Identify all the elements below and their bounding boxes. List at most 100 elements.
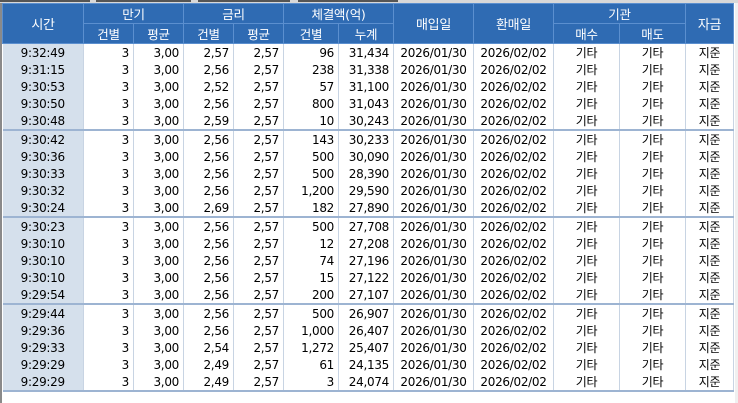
cell-rate-avg: 2,57: [233, 165, 284, 182]
col-sell[interactable]: 매도: [619, 23, 686, 44]
cell-buy-date: 2026/01/30: [393, 182, 474, 199]
table-row[interactable]: 9:30:50 3 3,00 2,56 2,57 800 31,043 2026/01/30 2…: [2, 95, 734, 112]
col-amount-each[interactable]: 건별: [283, 23, 339, 44]
table-row[interactable]: 9:32:49 3 3,00 2,57 2,57 96 31,434 2026/01/30 20…: [2, 43, 734, 61]
table-row[interactable]: 9:29:29 3 3,00 2,49 2,57 3 24,074 2026/01/30 202…: [2, 373, 734, 392]
cell-time: 9:29:36: [2, 322, 84, 339]
cell-rate-avg: 2,57: [233, 322, 284, 339]
table-row[interactable]: 9:30:10 3 3,00 2,56 2,57 15 27,122 2026/01/30 20…: [2, 269, 734, 286]
cell-seller: 기타: [619, 304, 686, 322]
cell-fund: 지준: [685, 182, 734, 199]
col-resell-date[interactable]: 환매일: [473, 3, 554, 44]
cell-buy-date: 2026/01/30: [393, 304, 474, 322]
cell-rate-each: 2,56: [183, 252, 234, 269]
cell-resell-date: 2026/02/02: [473, 95, 554, 112]
cell-buyer: 기타: [553, 61, 620, 78]
cell-resell-date: 2026/02/02: [473, 286, 554, 305]
table-row[interactable]: 9:30:33 3 3,00 2,56 2,57 500 28,390 2026/01/30 2…: [2, 165, 734, 182]
table-row[interactable]: 9:30:53 3 3,00 2,52 2,57 57 31,100 2026/01/30 20…: [2, 78, 734, 95]
col-rate-avg[interactable]: 평균: [233, 23, 284, 44]
cell-resell-date: 2026/02/02: [473, 356, 554, 373]
table-row[interactable]: 9:30:24 3 3,00 2,69 2,57 182 27,890 2026/01/30 2…: [2, 199, 734, 218]
table-row[interactable]: 9:29:44 3 3,00 2,56 2,57 500 26,907 2026/01/30 2…: [2, 304, 734, 322]
table-row[interactable]: 9:30:10 3 3,00 2,56 2,57 74 27,196 2026/01/30 20…: [2, 252, 734, 269]
cell-rate-each: 2,56: [183, 95, 234, 112]
cell-buyer: 기타: [553, 182, 620, 199]
table-row[interactable]: 9:30:23 3 3,00 2,56 2,57 500 27,708 2026/01/30 2…: [2, 217, 734, 235]
cell-amount-cumulative: 27,208: [338, 235, 394, 252]
cell-buyer: 기타: [553, 95, 620, 112]
cell-buyer: 기타: [553, 339, 620, 356]
col-amount-cumulative[interactable]: 누계: [338, 23, 394, 44]
col-maturity-each[interactable]: 건별: [83, 23, 134, 44]
table-row[interactable]: 9:30:10 3 3,00 2,56 2,57 12 27,208 2026/01/30 20…: [2, 235, 734, 252]
table-row[interactable]: 9:29:29 3 3,00 2,49 2,57 61 24,135 2026/01/30 20…: [2, 356, 734, 373]
cell-fund: 지준: [685, 43, 734, 61]
table-row[interactable]: 9:30:42 3 3,00 2,56 2,57 143 30,233 2026/01/30 2…: [2, 130, 734, 148]
cell-rate-avg: 2,57: [233, 130, 284, 148]
cell-rate-each: 2,59: [183, 112, 234, 131]
table-row[interactable]: 9:29:36 3 3,00 2,56 2,57 1,000 26,407 2026/01/3…: [2, 322, 734, 339]
cell-maturity-avg: 3,00: [133, 199, 184, 218]
cell-maturity-each: 3: [83, 235, 134, 252]
cell-maturity-each: 3: [83, 322, 134, 339]
col-buy-date[interactable]: 매입일: [393, 3, 474, 44]
table-row[interactable]: 9:30:36 3 3,00 2,56 2,57 500 30,090 2026/01/30 2…: [2, 148, 734, 165]
tab[interactable]: [96, 0, 191, 2]
table-row[interactable]: 9:31:15 3 3,00 2,56 2,57 238 31,338 2026/01/30 2…: [2, 61, 734, 78]
cell-resell-date: 2026/02/02: [473, 78, 554, 95]
col-buy[interactable]: 매수: [553, 23, 620, 44]
cell-amount-each: 182: [283, 199, 339, 218]
cell-fund: 지준: [685, 217, 734, 235]
cell-time: 9:30:10: [2, 235, 84, 252]
cell-rate-avg: 2,57: [233, 339, 284, 356]
cell-rate-each: 2,57: [183, 43, 234, 61]
col-group-amount: 체결액(억): [283, 3, 394, 24]
col-time[interactable]: 시간: [2, 3, 84, 44]
cell-rate-avg: 2,57: [233, 78, 284, 95]
cell-maturity-avg: 3,00: [133, 182, 184, 199]
cell-maturity-avg: 3,00: [133, 286, 184, 305]
tab[interactable]: [298, 0, 398, 2]
col-rate-each[interactable]: 건별: [183, 23, 234, 44]
cell-fund: 지준: [685, 61, 734, 78]
cell-amount-cumulative: 31,338: [338, 61, 394, 78]
cell-buy-date: 2026/01/30: [393, 165, 474, 182]
cell-amount-each: 96: [283, 43, 339, 61]
cell-fund: 지준: [685, 112, 734, 131]
cell-time: 9:30:53: [2, 78, 84, 95]
cell-rate-each: 2,56: [183, 130, 234, 148]
cell-resell-date: 2026/02/02: [473, 112, 554, 131]
col-fund[interactable]: 자금: [685, 3, 734, 44]
cell-amount-cumulative: 31,043: [338, 95, 394, 112]
cell-buyer: 기타: [553, 43, 620, 61]
cell-maturity-avg: 3,00: [133, 148, 184, 165]
cell-amount-cumulative: 30,090: [338, 148, 394, 165]
cell-resell-date: 2026/02/02: [473, 339, 554, 356]
cell-amount-each: 500: [283, 148, 339, 165]
cell-buy-date: 2026/01/30: [393, 95, 474, 112]
table-row[interactable]: 9:29:33 3 3,00 2,54 2,57 1,272 25,407 2026/01/3…: [2, 339, 734, 356]
cell-maturity-each: 3: [83, 356, 134, 373]
table-row[interactable]: 9:30:48 3 3,00 2,59 2,57 10 30,243 2026/01/30 20…: [2, 112, 734, 131]
cell-fund: 지준: [685, 269, 734, 286]
cell-maturity-each: 3: [83, 95, 134, 112]
cell-resell-date: 2026/02/02: [473, 304, 554, 322]
cell-buy-date: 2026/01/30: [393, 286, 474, 305]
trade-grid[interactable]: 시간 만기 금리 체결액(억) 매입일 환매일 기관 자금 건별 평균 건별 평…: [0, 3, 735, 403]
table-row[interactable]: 9:29:54 3 3,00 2,56 2,57 200 27,107 2026/01/30 2…: [2, 286, 734, 305]
table-row[interactable]: 9:30:32 3 3,00 2,56 2,57 1,200 29,590 2026/01/3…: [2, 182, 734, 199]
cell-amount-cumulative: 31,100: [338, 78, 394, 95]
cell-amount-cumulative: 25,407: [338, 339, 394, 356]
cell-buyer: 기타: [553, 235, 620, 252]
cell-time: 9:29:54: [2, 286, 84, 305]
cell-time: 9:30:42: [2, 130, 84, 148]
cell-maturity-each: 3: [83, 199, 134, 218]
cell-time: 9:32:49: [2, 43, 84, 61]
cell-buy-date: 2026/01/30: [393, 339, 474, 356]
cell-seller: 기타: [619, 356, 686, 373]
cell-seller: 기타: [619, 61, 686, 78]
col-maturity-avg[interactable]: 평균: [133, 23, 184, 44]
tab[interactable]: [0, 0, 90, 2]
tab[interactable]: [198, 0, 290, 2]
